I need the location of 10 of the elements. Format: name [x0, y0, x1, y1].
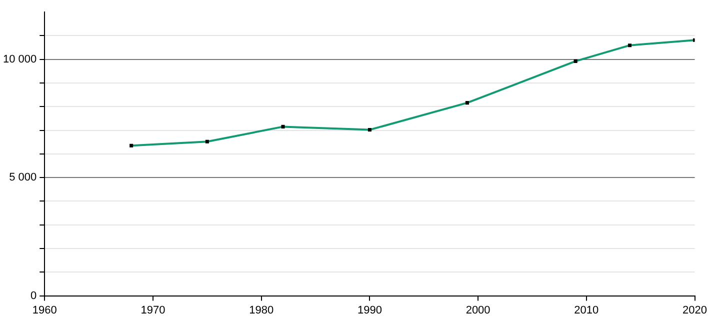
- x-tick-label: 2010: [574, 304, 599, 316]
- y-tick-label: 5 000: [9, 172, 37, 184]
- y-tick-label: 10 000: [2, 53, 37, 66]
- x-tick-label: 1960: [32, 304, 57, 316]
- x-tick-label: 2020: [682, 304, 708, 316]
- x-tick-label: 1970: [140, 304, 166, 316]
- y-tick-label: 0: [30, 290, 37, 302]
- x-tick-label: 2000: [466, 304, 490, 316]
- x-tick-label: 1990: [357, 304, 382, 316]
- x-tick-label: 1980: [249, 304, 274, 316]
